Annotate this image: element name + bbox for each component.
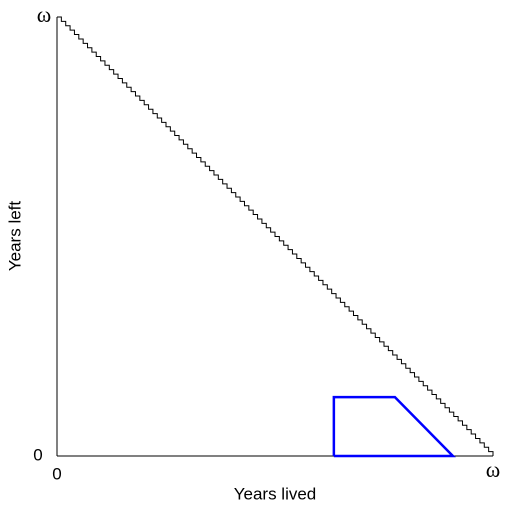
y-tick-label: 0 [33,445,42,464]
lifeline-staircase [57,16,494,456]
y-tick-label: ω [37,2,51,27]
y-axis-label: Years left [5,201,24,272]
x-tick-label: ω [486,457,500,482]
cohort-region [332,395,456,458]
x-axis-label: Years lived [234,484,317,503]
x-tick-label: 0 [52,464,61,483]
